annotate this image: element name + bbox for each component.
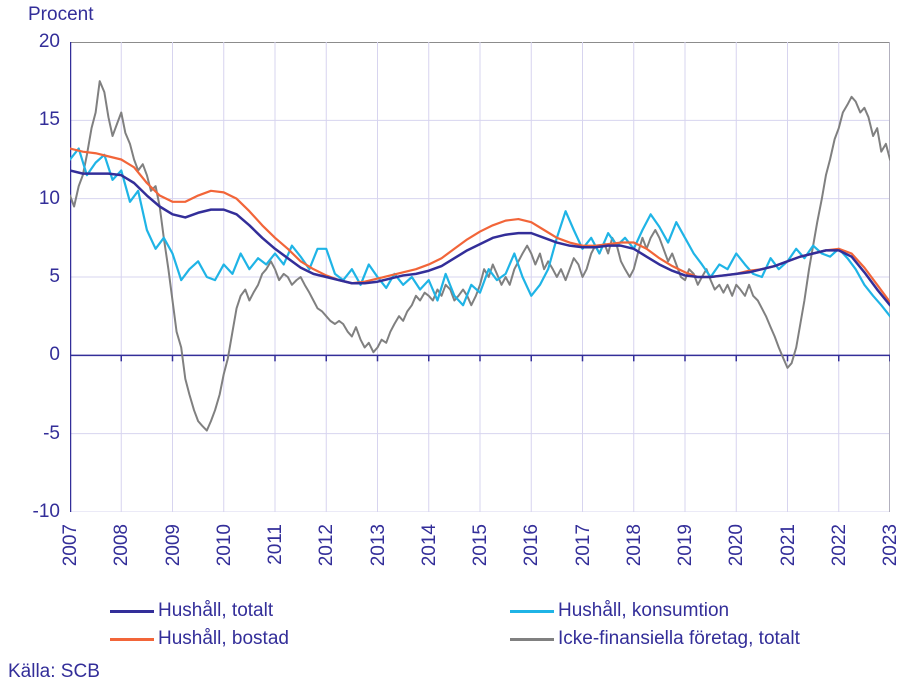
legend-item-hushall-totalt: Hushåll, totalt	[110, 600, 500, 622]
x-tick-label: 2010	[214, 524, 236, 566]
y-tick-label: 0	[10, 344, 60, 366]
x-tick-label: 2016	[521, 524, 543, 566]
x-tick-label: 2022	[829, 524, 851, 566]
y-tick-label: 10	[10, 188, 60, 210]
x-tick-label: 2014	[419, 524, 441, 566]
source-label: Källa: SCB	[8, 661, 100, 683]
legend-swatch	[510, 610, 554, 613]
x-tick-label: 2015	[470, 524, 492, 566]
legend: Hushåll, totalt Hushåll, konsumtion Hush…	[110, 600, 900, 650]
chart-container: Procent -10 -5 0 5 10 15 20 2007 2008 2009 2010 20…	[0, 0, 915, 693]
plot-area	[70, 42, 890, 512]
legend-item-hushall-bostad: Hushåll, bostad	[110, 628, 500, 650]
y-tick-label: 15	[10, 109, 60, 131]
legend-label: Icke-finansiella företag, totalt	[558, 628, 800, 650]
y-tick-label: -10	[10, 501, 60, 523]
legend-swatch	[110, 638, 154, 641]
legend-label: Hushåll, bostad	[158, 628, 289, 650]
legend-item-hushall-konsumtion: Hushåll, konsumtion	[510, 600, 900, 622]
legend-item-icke-finansiella: Icke-finansiella företag, totalt	[510, 628, 900, 650]
x-tick-label: 2009	[163, 524, 185, 566]
y-tick-label: 5	[10, 266, 60, 288]
y-tick-label: 20	[10, 31, 60, 53]
x-tick-label: 2020	[726, 524, 748, 566]
x-tick-label: 2023	[880, 524, 902, 566]
x-tick-label: 2008	[111, 524, 133, 566]
legend-label: Hushåll, konsumtion	[558, 600, 729, 622]
legend-label: Hushåll, totalt	[158, 600, 273, 622]
x-tick-label: 2011	[265, 524, 287, 565]
x-tick-label: 2021	[778, 524, 800, 566]
x-tick-label: 2007	[60, 524, 82, 566]
x-tick-label: 2018	[624, 524, 646, 566]
x-tick-label: 2019	[675, 524, 697, 566]
legend-swatch	[510, 638, 554, 641]
y-axis-title: Procent	[28, 4, 93, 26]
y-tick-label: -5	[10, 423, 60, 445]
x-tick-label: 2013	[368, 524, 390, 566]
x-tick-label: 2017	[573, 524, 595, 566]
x-tick-label: 2012	[316, 524, 338, 566]
legend-swatch	[110, 610, 154, 613]
